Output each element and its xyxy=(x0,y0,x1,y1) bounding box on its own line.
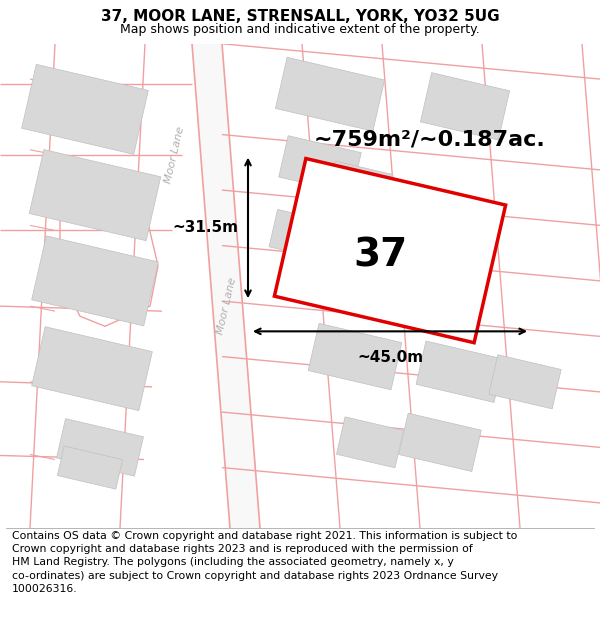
Text: 37, MOOR LANE, STRENSALL, YORK, YO32 5UG: 37, MOOR LANE, STRENSALL, YORK, YO32 5UG xyxy=(101,9,499,24)
Polygon shape xyxy=(269,209,341,261)
Text: ~759m²/~0.187ac.: ~759m²/~0.187ac. xyxy=(314,129,546,149)
Polygon shape xyxy=(275,58,385,131)
Polygon shape xyxy=(308,323,402,390)
Polygon shape xyxy=(489,355,561,409)
Polygon shape xyxy=(325,229,385,272)
Text: Map shows position and indicative extent of the property.: Map shows position and indicative extent… xyxy=(120,23,480,36)
Polygon shape xyxy=(192,44,260,528)
Text: Moor Lane: Moor Lane xyxy=(215,277,238,336)
Polygon shape xyxy=(399,413,481,471)
Polygon shape xyxy=(58,446,122,489)
Text: ~45.0m: ~45.0m xyxy=(357,349,423,364)
Polygon shape xyxy=(274,159,506,342)
Polygon shape xyxy=(22,64,148,154)
Polygon shape xyxy=(32,236,158,326)
Polygon shape xyxy=(32,327,152,411)
Polygon shape xyxy=(29,149,161,241)
Polygon shape xyxy=(416,341,504,402)
Polygon shape xyxy=(337,417,404,468)
Polygon shape xyxy=(327,161,393,209)
Text: 37: 37 xyxy=(353,237,407,274)
Text: Contains OS data © Crown copyright and database right 2021. This information is : Contains OS data © Crown copyright and d… xyxy=(12,531,517,594)
Polygon shape xyxy=(421,72,509,140)
Text: Moor Lane: Moor Lane xyxy=(164,125,187,184)
Text: ~31.5m: ~31.5m xyxy=(172,221,238,236)
Polygon shape xyxy=(56,419,143,476)
Polygon shape xyxy=(279,136,361,194)
